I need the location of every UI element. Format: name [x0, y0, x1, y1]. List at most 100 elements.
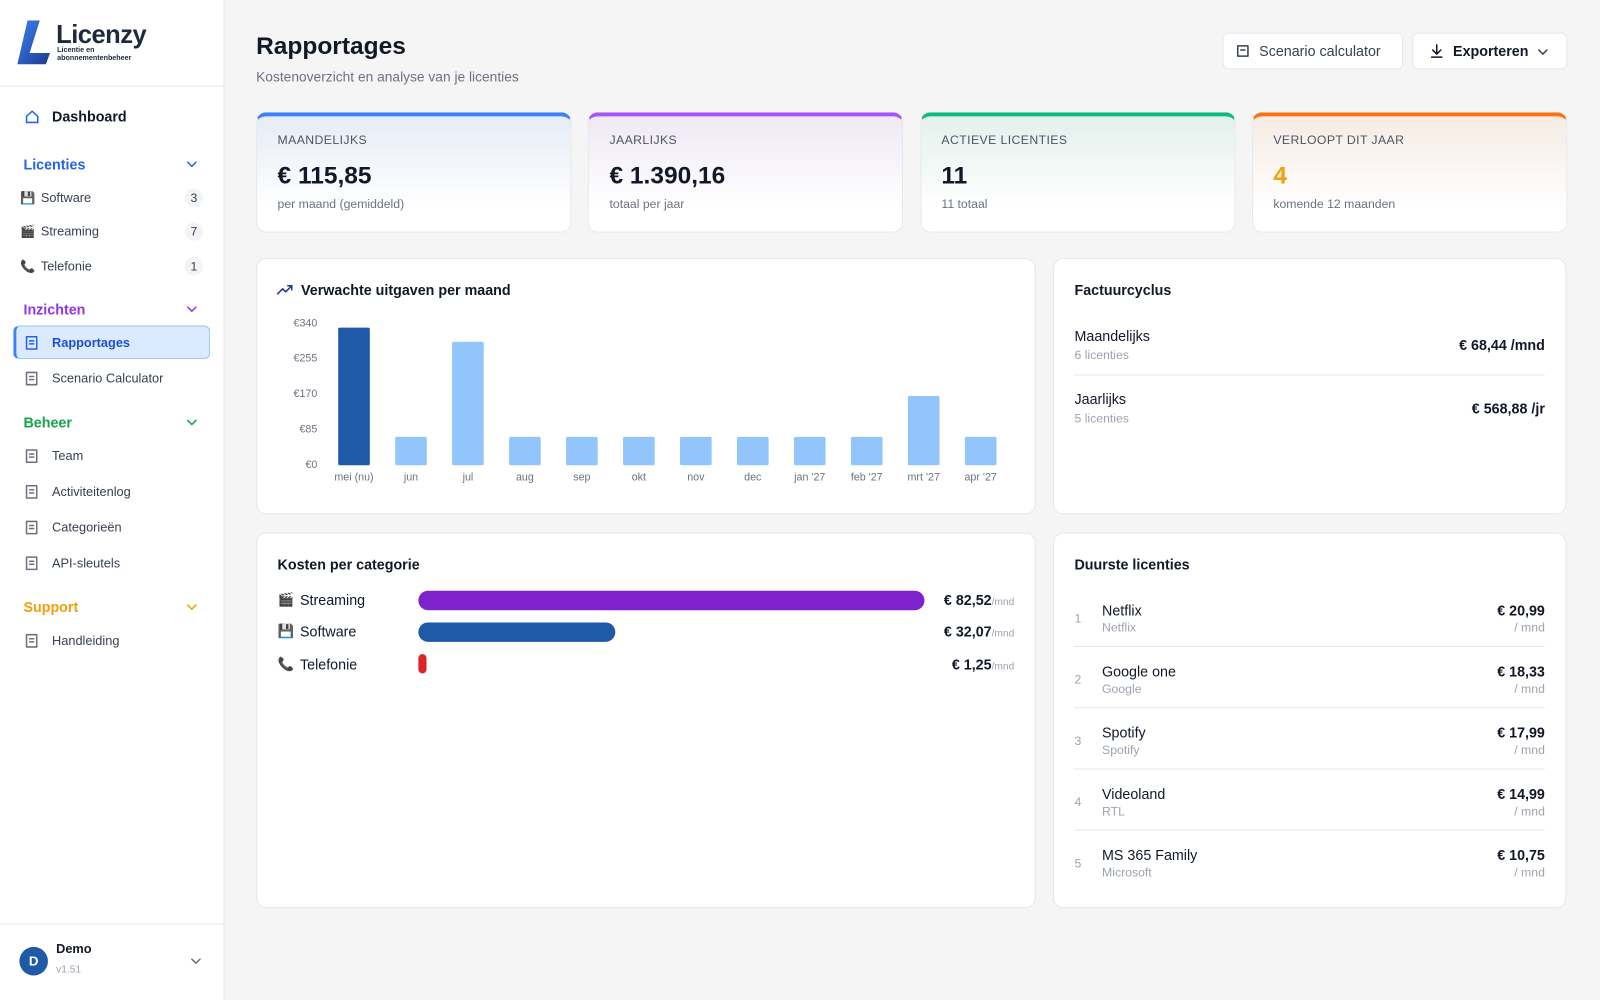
bar: [736, 436, 769, 466]
amount-unit: /mnd: [1510, 336, 1545, 354]
nav-icon: [25, 633, 38, 648]
license-rank: 1: [1074, 611, 1082, 626]
nav-link[interactable]: Activiteitenlog: [52, 484, 131, 499]
nav-link[interactable]: API-sleutels: [52, 556, 121, 571]
x-tick-label: apr '27: [964, 471, 996, 483]
nav-group-title[interactable]: Beheer: [23, 413, 72, 431]
count-badge: 1: [184, 256, 204, 276]
stat-note: totaal per jaar: [609, 196, 685, 212]
count-badge: 7: [184, 222, 204, 242]
nav-link[interactable]: Dashboard: [52, 108, 127, 125]
logo: [17, 20, 50, 65]
y-tick-label: €255: [294, 353, 318, 365]
stat-card: JAARLIJKS € 1.390,16 totaal per jaar: [588, 112, 904, 233]
stat-note: 11 totaal: [941, 196, 988, 212]
chevron-icon: [186, 603, 197, 610]
value-label: € 32,07: [943, 623, 992, 641]
divider: [1074, 768, 1545, 770]
x-tick-label: nov: [687, 471, 705, 483]
license-name[interactable]: Videoland: [1102, 785, 1166, 803]
button-label[interactable]: Exporteren: [1453, 42, 1529, 60]
bar: [566, 436, 598, 466]
top-licenses-card: Duurste licenties 1 Netflix Netflix € 20,99/…: [1053, 532, 1567, 909]
license-vendor: Google: [1102, 681, 1142, 696]
category-label: Telefonie: [299, 655, 358, 673]
billing-name: Jaarlijks: [1074, 390, 1127, 408]
chevron-icon: [186, 419, 197, 425]
bar: [680, 436, 712, 466]
stat-value: 11: [941, 162, 968, 190]
button[interactable]: Exporteren: [1412, 32, 1568, 70]
value-label: € 82,52: [943, 591, 992, 609]
card-title: Duurste licenties: [1074, 556, 1190, 573]
nav-link[interactable]: Scenario Calculator: [52, 371, 164, 386]
license-price: € 20,99: [1497, 602, 1545, 619]
bar: [793, 436, 826, 466]
trend-icon: [276, 284, 293, 295]
license-vendor: Spotify: [1102, 742, 1140, 758]
x-tick-label: dec: [744, 471, 762, 483]
divider: [0, 85, 224, 87]
nav-icon: 💾: [20, 190, 36, 205]
billing-amount: € 68,44 /mnd: [1459, 335, 1545, 355]
nav-icon: [25, 449, 38, 464]
billing-name: Maandelijks: [1074, 327, 1150, 344]
stat-value: € 1.390,16: [609, 162, 726, 190]
nav-icon: [25, 371, 38, 386]
license-rank: 5: [1074, 856, 1082, 871]
bar: [509, 436, 541, 466]
stat-card: ACTIEVE LICENTIES 11 11 totaal: [919, 112, 1236, 233]
chevron-icon: [191, 958, 201, 965]
nav-link[interactable]: Categorieën: [52, 520, 122, 535]
x-tick-label: mei (nu): [334, 471, 373, 483]
license-name[interactable]: Spotify: [1102, 724, 1146, 741]
nav-link[interactable]: Rapportages: [52, 335, 131, 350]
category-icon: 💾: [277, 623, 295, 640]
x-tick-label: jul: [462, 471, 474, 483]
x-tick-label: sep: [573, 471, 590, 483]
nav-group-title[interactable]: Inzichten: [23, 300, 86, 317]
license-name[interactable]: MS 365 Family: [1102, 846, 1198, 864]
license-unit: / mnd: [1514, 742, 1545, 758]
brand-tagline: Licentie en abonnementenbeheer: [57, 46, 132, 63]
license-name[interactable]: Netflix: [1102, 602, 1142, 619]
nav-link[interactable]: Software: [40, 190, 92, 205]
license-rank: 4: [1074, 794, 1082, 810]
x-tick-label: feb '27: [851, 471, 883, 483]
stat-label: MAANDELIJKS: [277, 132, 368, 147]
divider: [1074, 707, 1545, 709]
nav-link[interactable]: Handleiding: [52, 633, 120, 648]
category-label: Software: [299, 623, 357, 641]
nav-group-title[interactable]: Licenties: [23, 156, 86, 173]
button[interactable]: Scenario calculator: [1222, 32, 1404, 70]
x-tick-label: mrt '27: [908, 471, 940, 483]
stat-card: MAANDELIJKS € 115,85 per maand (gemiddeld): [256, 112, 572, 233]
license-rank: 2: [1074, 672, 1082, 687]
category-bar: [418, 590, 925, 610]
stat-card: VERLOOPT DIT JAAR 4 komende 12 maanden: [1251, 112, 1568, 233]
nav-icon: 🎬: [20, 224, 36, 240]
download-icon: [1430, 44, 1443, 58]
bar-chart: €0 €85 €170 €255 €340 mei (nu) jun jul aug sep okt…: [294, 317, 997, 483]
value-label: € 1,25: [951, 655, 992, 673]
bar: [907, 396, 940, 466]
chevron-icon: [1537, 49, 1548, 55]
bar: [452, 341, 484, 466]
license-name[interactable]: Google one: [1102, 663, 1176, 680]
value-unit: /mnd: [991, 660, 1015, 673]
stat-note: komende 12 maanden: [1273, 196, 1396, 212]
bar: [850, 436, 883, 466]
nav-group-title[interactable]: Support: [23, 598, 79, 615]
chart-title: Verwachte uitgaven per maand: [301, 281, 511, 298]
nav-link[interactable]: Telefonie: [40, 258, 92, 274]
y-tick-label: €170: [294, 388, 318, 400]
nav-icon: [25, 556, 38, 571]
stat-label: VERLOOPT DIT JAAR: [1273, 132, 1405, 147]
nav-link[interactable]: Streaming: [40, 224, 99, 240]
amount: € 68,44: [1459, 336, 1507, 354]
billing-count: 5 licenties: [1074, 411, 1129, 426]
button-label[interactable]: Scenario calculator: [1259, 42, 1381, 60]
nav-link[interactable]: Team: [52, 448, 84, 464]
